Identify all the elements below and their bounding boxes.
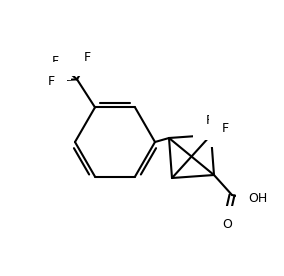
- Text: OH: OH: [248, 192, 268, 206]
- Text: F: F: [51, 55, 59, 68]
- Text: F: F: [83, 51, 91, 64]
- Text: F: F: [222, 121, 229, 134]
- Text: O: O: [222, 219, 232, 232]
- Text: F: F: [47, 75, 55, 88]
- Text: F: F: [205, 115, 212, 128]
